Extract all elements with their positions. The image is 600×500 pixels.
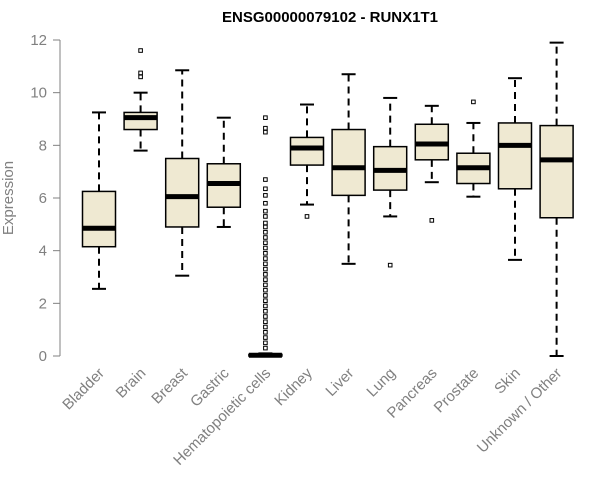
- outlier-point: [263, 220, 268, 226]
- outlier-point: [263, 266, 268, 272]
- outlier-point: [263, 303, 268, 309]
- box-7: [331, 73, 366, 265]
- x-tick-label: Lung: [363, 365, 399, 401]
- outlier-point: [263, 298, 268, 303]
- chart-title: ENSG00000079102 - RUNX1T1: [222, 9, 438, 26]
- outlier-point: [263, 240, 268, 246]
- outlier-point: [263, 177, 268, 182]
- iqr-box: [497, 122, 533, 190]
- outlier-point: [263, 293, 268, 298]
- outlier-point: [263, 345, 268, 351]
- outlier-point: [263, 324, 268, 330]
- outlier-point: [304, 214, 310, 219]
- outlier-point: [263, 335, 268, 340]
- x-tick-label: Bladder: [59, 365, 108, 414]
- outlier-point: [263, 129, 268, 135]
- outlier-point: [263, 287, 268, 293]
- y-tick-label: 12: [30, 32, 47, 49]
- outlier-point: [263, 277, 268, 282]
- y-tick-label: 8: [39, 137, 47, 154]
- box-1: [81, 111, 117, 290]
- y-axis-label: Expression: [0, 161, 17, 235]
- box-10: [456, 99, 491, 198]
- x-tick-label: Prostate: [431, 365, 483, 417]
- outlier-point: [263, 208, 268, 214]
- outlier-point: [263, 251, 268, 256]
- outlier-point: [263, 314, 268, 319]
- boxes-group: [81, 41, 574, 358]
- x-tick-label: Kidney: [271, 364, 316, 409]
- outlier-point: [471, 99, 476, 105]
- outlier-point: [263, 229, 268, 235]
- outlier-point: [138, 48, 143, 53]
- y-tick-label: 10: [30, 85, 47, 102]
- box-8: [372, 96, 408, 268]
- box-3: [164, 69, 200, 277]
- outlier-point: [263, 340, 268, 346]
- outlier-point: [263, 272, 268, 277]
- outlier-point: [263, 186, 268, 192]
- outlier-point: [263, 330, 268, 335]
- y-tick-label: 0: [39, 348, 47, 365]
- outlier-point: [263, 261, 268, 267]
- outlier-point: [138, 74, 143, 80]
- iqr-box: [539, 124, 574, 219]
- x-tick-label: Brain: [113, 365, 150, 402]
- box-2: [123, 48, 158, 152]
- box-5: [248, 115, 283, 358]
- y-tick-label: 6: [39, 190, 47, 207]
- x-tick-label: Breast: [148, 364, 191, 407]
- y-tick-label: 4: [39, 243, 47, 260]
- outlier-point: [263, 193, 268, 198]
- x-tick-label: Skin: [491, 365, 524, 398]
- outlier-point: [263, 200, 268, 206]
- box-6: [289, 103, 325, 219]
- outlier-point: [263, 224, 268, 230]
- y-tick-label: 2: [39, 295, 47, 312]
- iqr-box: [123, 111, 158, 131]
- outlier-point: [387, 262, 393, 268]
- x-tick-label: Liver: [322, 365, 357, 400]
- outlier-point: [263, 282, 268, 288]
- iqr-box: [331, 128, 366, 197]
- box-4: [206, 116, 242, 228]
- outlier-point: [263, 256, 268, 261]
- iqr-box: [81, 190, 117, 248]
- iqr-box: [289, 136, 325, 166]
- outlier-point: [263, 125, 268, 131]
- outlier-point: [263, 319, 268, 325]
- outlier-point: [429, 218, 435, 223]
- box-11: [497, 77, 533, 261]
- outlier-point: [138, 70, 143, 76]
- outlier-point: [263, 115, 268, 120]
- box-12: [539, 41, 574, 357]
- iqr-box: [164, 157, 200, 228]
- outlier-point: [263, 235, 268, 240]
- outlier-point: [263, 214, 268, 219]
- outlier-point: [263, 245, 268, 251]
- outlier-point: [263, 308, 268, 314]
- box-9: [414, 104, 450, 223]
- y-axis: 0 2 4 6 8 10 12: [30, 32, 61, 365]
